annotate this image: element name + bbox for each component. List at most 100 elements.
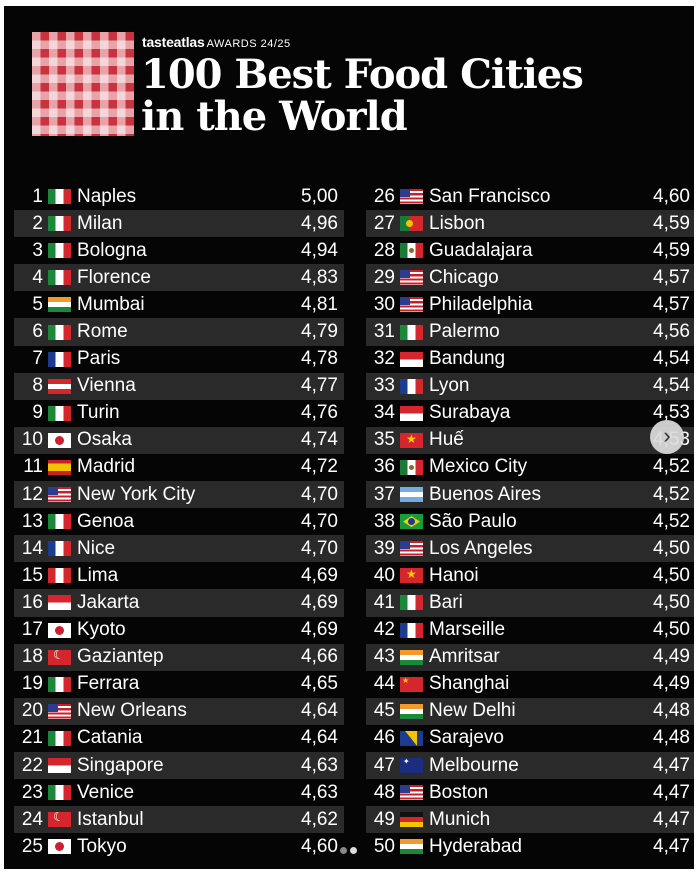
city-score: 4,57 [653,293,690,315]
rank-number: 15 [21,564,43,586]
city-score: 4,47 [653,835,690,857]
rank-number: 3 [32,239,43,261]
city-name: Jakarta [77,591,140,613]
city-name: Bari [429,591,463,613]
flag-it-icon [48,514,71,530]
list-item: 32 Bandung 4,54 [366,346,694,373]
rank-number: 5 [32,293,43,315]
city-name: Vienna [77,375,136,397]
flag-us-icon [400,541,423,557]
flag-it-icon [48,216,71,232]
rank-number: 2 [32,212,43,234]
ranking-list-left: 1 Naples 5,00 2 Milan 4,96 3 Bologna 4,94 4 Floren… [14,183,344,860]
flag-in-icon [400,649,423,665]
city-name: Bologna [77,239,147,261]
brand-name: tasteatlas [142,34,205,50]
brand-line: tasteatlas AWARDS 24/25 [142,34,291,52]
city-name: Huế [429,429,464,451]
city-name: Shanghai [429,673,510,695]
flag-in-icon [400,703,423,719]
city-name: Singapore [77,754,164,776]
rank-number: 42 [373,619,395,641]
list-item: 16 Jakarta 4,69 [14,589,344,617]
flag-tr-icon [48,812,71,828]
rank-number: 40 [373,564,395,586]
flag-us-icon [400,297,423,313]
page-dot[interactable] [350,847,357,854]
list-item: 12 New York City 4,70 [14,481,344,509]
city-name: Rome [77,321,128,343]
flag-br-icon [400,514,423,530]
city-name: New Orleans [77,700,187,722]
flag-it-icon [48,243,71,259]
list-item: 47 Melbourne 4,47 [366,751,694,780]
list-item: 36 Mexico City 4,52 [366,454,694,481]
city-score: 4,52 [653,510,690,532]
list-item: 4 Florence 4,83 [14,264,344,292]
city-score: 4,78 [301,348,338,370]
flag-us-icon [400,785,423,801]
list-item: 27 Lisbon 4,59 [366,210,694,238]
rank-number: 21 [21,727,43,749]
pagination-dots[interactable] [340,841,370,854]
rank-number: 19 [21,673,43,695]
city-score: 4,65 [301,673,338,695]
list-item: 29 Chicago 4,57 [366,264,694,292]
rank-number: 43 [373,646,395,668]
list-item: 39 Los Angeles 4,50 [366,535,694,563]
city-score: 4,70 [301,483,338,505]
city-score: 4,50 [653,591,690,613]
city-name: Catania [77,727,143,749]
city-name: Istanbul [77,808,144,830]
rank-number: 1 [32,185,43,207]
flag-fr-icon [48,541,71,557]
rank-number: 16 [21,591,43,613]
city-name: Chicago [429,266,499,288]
city-score: 4,54 [653,375,690,397]
flag-it-icon [48,324,71,340]
city-score: 4,69 [301,591,338,613]
city-name: Ferrara [77,673,140,695]
next-slide-button[interactable]: › [650,420,684,454]
city-score: 4,60 [301,835,338,857]
city-score: 4,63 [301,754,338,776]
flag-pe-icon [48,568,71,584]
flag-it-icon [48,785,71,801]
city-name: Turin [77,402,120,424]
rank-number: 12 [21,483,43,505]
rank-number: 23 [21,781,43,803]
flag-id-icon [400,351,423,367]
city-score: 4,64 [301,727,338,749]
flag-it-icon [48,270,71,286]
flag-us-icon [400,189,423,205]
city-name: Palermo [429,321,500,343]
city-name: Tokyo [77,835,127,857]
list-item: 8 Vienna 4,77 [14,372,344,400]
city-name: Mumbai [77,293,145,315]
city-score: 4,48 [653,727,690,749]
page-dot[interactable] [340,847,347,854]
list-item: 5 Mumbai 4,81 [14,291,344,318]
list-item: 19 Ferrara 4,65 [14,671,344,698]
ranking-list-right: 26 San Francisco 4,60 27 Lisbon 4,59 28 Guadala… [366,183,694,860]
city-score: 4,53 [653,402,690,424]
city-name: Milan [77,212,123,234]
city-name: Lyon [429,375,470,397]
rank-number: 13 [21,510,43,532]
city-score: 4,47 [653,781,690,803]
city-name: Melbourne [429,754,519,776]
rank-number: 14 [21,537,43,559]
flag-sg-icon [48,758,71,774]
flag-us-icon [48,703,71,719]
flag-mx-icon [400,243,423,259]
checkered-logo [32,32,134,136]
list-item: 40 Hanoi 4,50 [366,562,694,589]
city-score: 4,94 [301,239,338,261]
city-name: Madrid [77,456,136,478]
rank-number: 20 [21,700,43,722]
city-name: New Delhi [429,700,516,722]
city-name: Buenos Aires [429,483,541,505]
city-score: 4,57 [653,266,690,288]
list-item: 18 Gaziantep 4,66 [14,643,344,671]
city-score: 4,76 [301,402,338,424]
